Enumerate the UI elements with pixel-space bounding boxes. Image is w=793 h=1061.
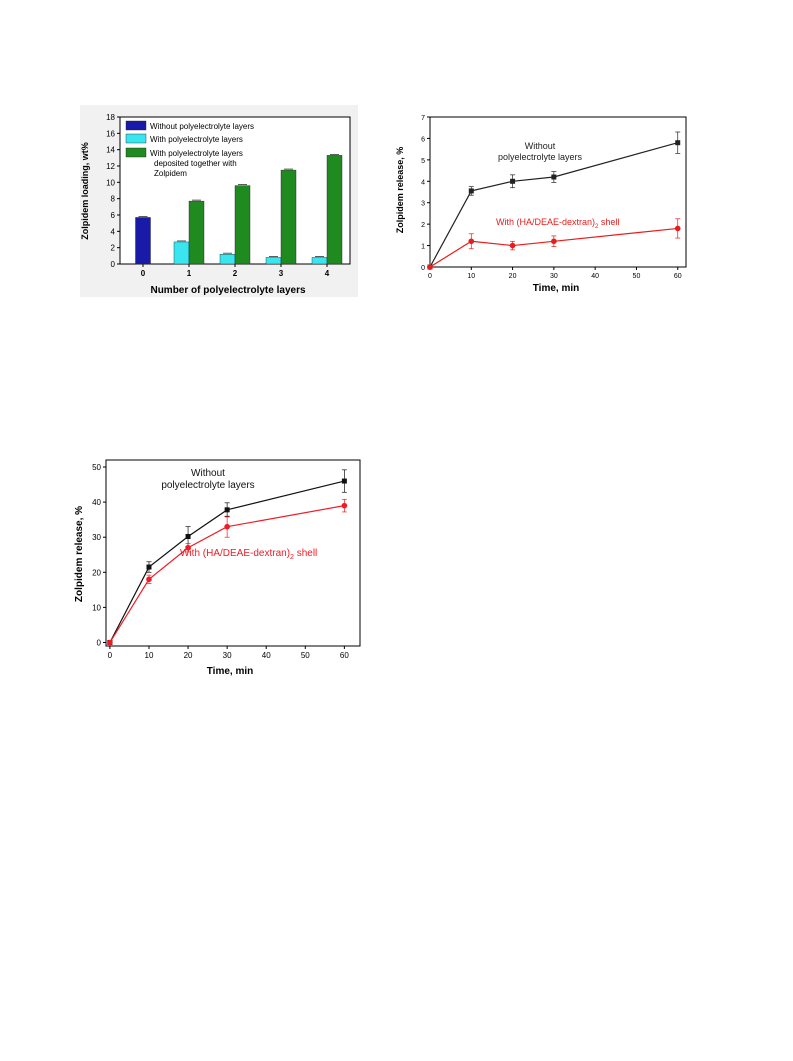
release-line-chart-1: Zolpidem release, % Time, min 0 1 2 3 4 5 6 7 0 1… — [392, 105, 692, 297]
y-tick-label: 40 — [92, 498, 101, 507]
x-tick-label: 50 — [633, 273, 641, 280]
release-line-chart-1-svg: Zolpidem release, % Time, min 0 1 2 3 4 5 6 7 0 1… — [395, 115, 687, 294]
legend-label: deposited together with — [154, 159, 237, 168]
bar — [280, 169, 297, 265]
y-axis-title: Zolpidem loading, wt% — [80, 142, 90, 240]
legend-swatch — [125, 120, 147, 131]
data-point — [146, 564, 152, 570]
x-tick-label: 4 — [325, 269, 330, 278]
legend-swatch — [125, 147, 147, 158]
y-tick-label: 14 — [106, 146, 115, 155]
release-line-chart-2: Zolpidem release, % Time, min 0 10 20 30 40 5… — [68, 452, 370, 680]
data-point — [185, 534, 191, 540]
series-line — [429, 227, 678, 268]
y-tick-label: 4 — [111, 227, 116, 236]
data-point — [468, 238, 475, 245]
y-tick-label: 50 — [92, 463, 101, 472]
bar — [234, 185, 251, 265]
data-point — [468, 188, 474, 194]
x-axis-title: Number of polyelectrolyte layers — [150, 285, 305, 296]
data-point — [675, 140, 681, 146]
loading-bar-chart-svg: Zolpidem loading, wt% Number of polyelec… — [80, 113, 351, 296]
plot-frame — [105, 459, 361, 647]
x-tick-label: 10 — [467, 273, 475, 280]
series-annotation: polyelectrolyte layers — [498, 152, 583, 162]
data-point — [146, 576, 152, 583]
plot-frame — [429, 116, 687, 268]
y-tick-label: 6 — [421, 136, 425, 143]
data-point — [510, 178, 516, 184]
y-tick-label: 3 — [421, 201, 425, 208]
data-point — [427, 264, 433, 270]
release-line-chart-2-svg: Zolpidem release, % Time, min 0 10 20 30 40 5… — [74, 459, 361, 677]
series-annotation: Without — [525, 141, 556, 151]
loading-bar-chart: Zolpidem loading, wt% Number of polyelec… — [80, 105, 358, 297]
series-annotation: With (HA/DEAE-dextran)2 shell — [496, 217, 619, 230]
bar — [188, 200, 205, 265]
x-tick-label: 10 — [145, 651, 154, 660]
y-tick-label: 2 — [421, 222, 425, 229]
data-point — [224, 507, 230, 513]
x-tick-label: 2 — [233, 269, 238, 278]
y-tick-label: 18 — [106, 113, 115, 122]
y-tick-label: 0 — [97, 638, 102, 647]
y-tick-label: 2 — [111, 244, 116, 253]
legend-swatch — [125, 133, 147, 144]
y-tick-label: 20 — [92, 568, 101, 577]
x-tick-label: 30 — [223, 651, 232, 660]
x-tick-label: 1 — [187, 269, 192, 278]
data-point — [185, 544, 191, 551]
x-tick-label: 30 — [550, 273, 558, 280]
x-axis-title: Time, min — [207, 666, 254, 677]
bar — [311, 257, 328, 265]
y-tick-label: 10 — [106, 178, 115, 187]
y-tick-label: 6 — [111, 211, 116, 220]
y-tick-label: 7 — [421, 115, 425, 122]
data-point — [674, 225, 681, 232]
y-tick-label: 12 — [106, 162, 115, 171]
x-tick-label: 20 — [184, 651, 193, 660]
x-tick-label: 20 — [509, 273, 517, 280]
data-point — [224, 523, 230, 530]
x-tick-label: 0 — [428, 273, 432, 280]
bar — [135, 217, 151, 265]
y-tick-label: 5 — [421, 158, 425, 165]
legend-label: Without polyelectrolyte layers — [150, 122, 254, 131]
y-tick-label: 0 — [111, 260, 116, 269]
y-tick-label: 16 — [106, 129, 115, 138]
x-axis-title: Time, min — [533, 283, 580, 294]
x-tick-label: 60 — [674, 273, 682, 280]
y-tick-label: 0 — [421, 265, 425, 272]
bar — [219, 253, 236, 265]
legend-label: With polyelectrolyte layers — [150, 135, 243, 144]
data-point — [551, 238, 557, 245]
data-point — [341, 502, 348, 509]
data-point — [509, 242, 516, 249]
series-annotation: polyelectrolyte layers — [161, 480, 254, 491]
y-axis-title: Zolpidem release, % — [395, 147, 405, 234]
data-point — [341, 478, 347, 484]
y-tick-label: 1 — [421, 244, 425, 251]
data-point — [107, 639, 113, 646]
bar — [326, 155, 343, 265]
legend-label: With polyelectrolyte layers — [150, 149, 243, 158]
bar — [173, 241, 190, 265]
x-tick-label: 40 — [591, 273, 599, 280]
x-tick-label: 40 — [262, 651, 271, 660]
legend-label: Zolpidem — [154, 169, 187, 178]
x-tick-label: 60 — [340, 651, 349, 660]
x-tick-label: 0 — [108, 651, 113, 660]
y-tick-label: 30 — [92, 533, 101, 542]
y-tick-label: 10 — [92, 603, 101, 612]
bar — [265, 257, 282, 265]
series-annotation: With (HA/DEAE-dextran)2 shell — [180, 548, 317, 561]
x-tick-label: 50 — [301, 651, 310, 660]
y-tick-label: 8 — [111, 195, 116, 204]
series-annotation: Without — [191, 468, 225, 479]
x-tick-label: 3 — [279, 269, 284, 278]
y-axis-title: Zolpidem release, % — [74, 506, 85, 602]
data-point — [551, 174, 557, 180]
y-tick-label: 4 — [421, 179, 425, 186]
x-tick-label: 0 — [141, 269, 146, 278]
